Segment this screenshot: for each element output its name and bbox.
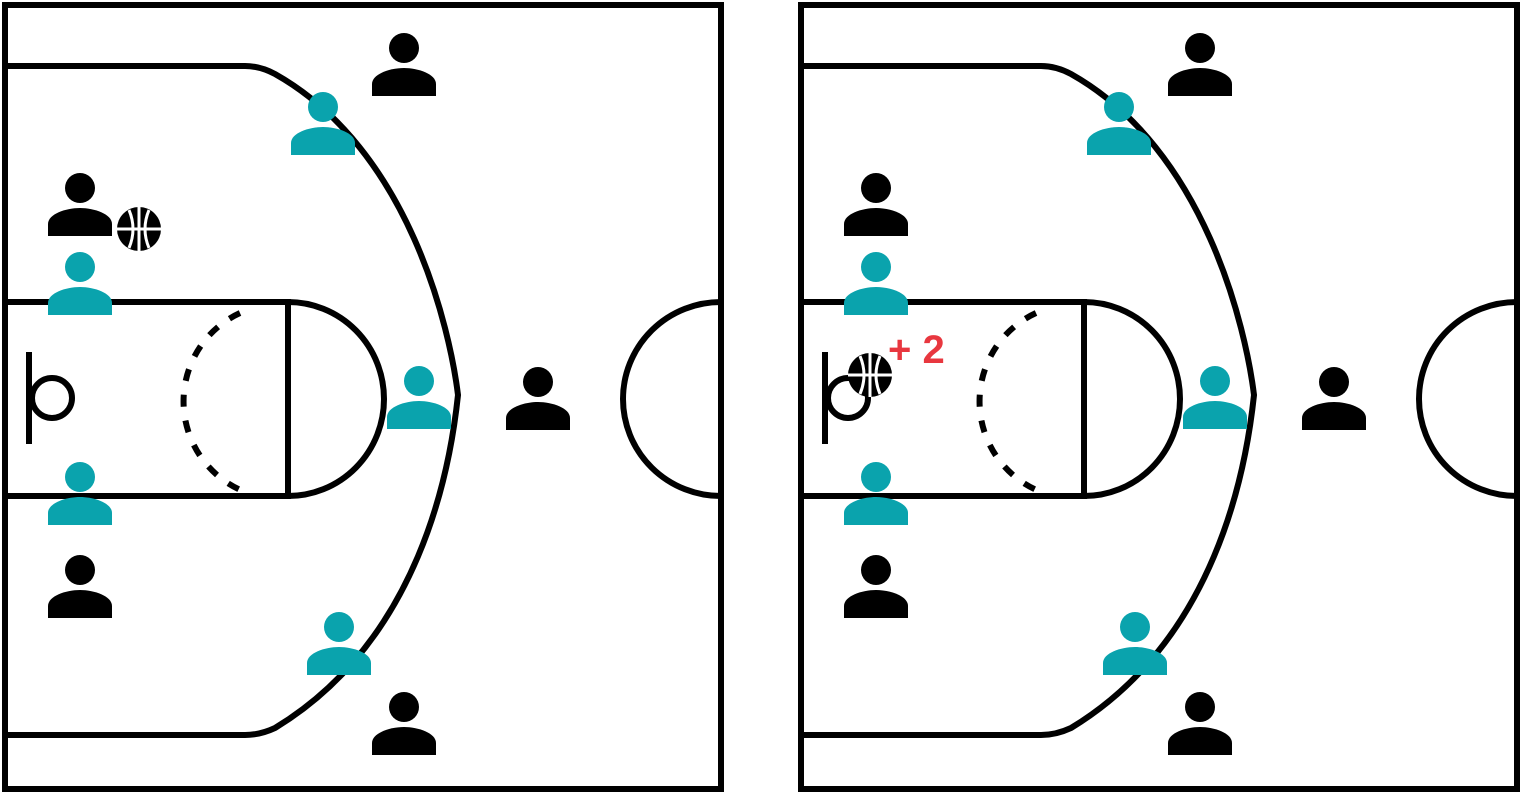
defense-player-free-throw	[1183, 366, 1247, 429]
defense-player-top-wing	[291, 92, 355, 155]
basketball-icon	[846, 351, 894, 399]
defense-player-top-wing	[1087, 92, 1151, 155]
court-panel-before	[5, 5, 721, 789]
defense-player-bottom-wing	[1103, 612, 1167, 675]
defense-player-upper-block	[844, 252, 908, 315]
offense-player-left-wing	[844, 173, 908, 236]
offense-player-top-key	[1302, 367, 1366, 430]
basketball-icon	[115, 205, 163, 253]
defense-player-free-throw	[387, 366, 451, 429]
defense-player-upper-block	[48, 252, 112, 315]
offense-player-left-wing	[48, 173, 112, 236]
offense-player-top-key	[506, 367, 570, 430]
defense-player-bottom-wing	[307, 612, 371, 675]
offense-player-left-corner	[48, 555, 112, 618]
offense-player-top	[1168, 33, 1232, 96]
offense-player-top	[372, 33, 436, 96]
offense-player-bottom	[1168, 692, 1232, 755]
offense-player-bottom	[372, 692, 436, 755]
score-label: + 2	[888, 328, 945, 372]
court-panel-after: + 2	[801, 5, 1517, 789]
offense-player-left-corner	[844, 555, 908, 618]
